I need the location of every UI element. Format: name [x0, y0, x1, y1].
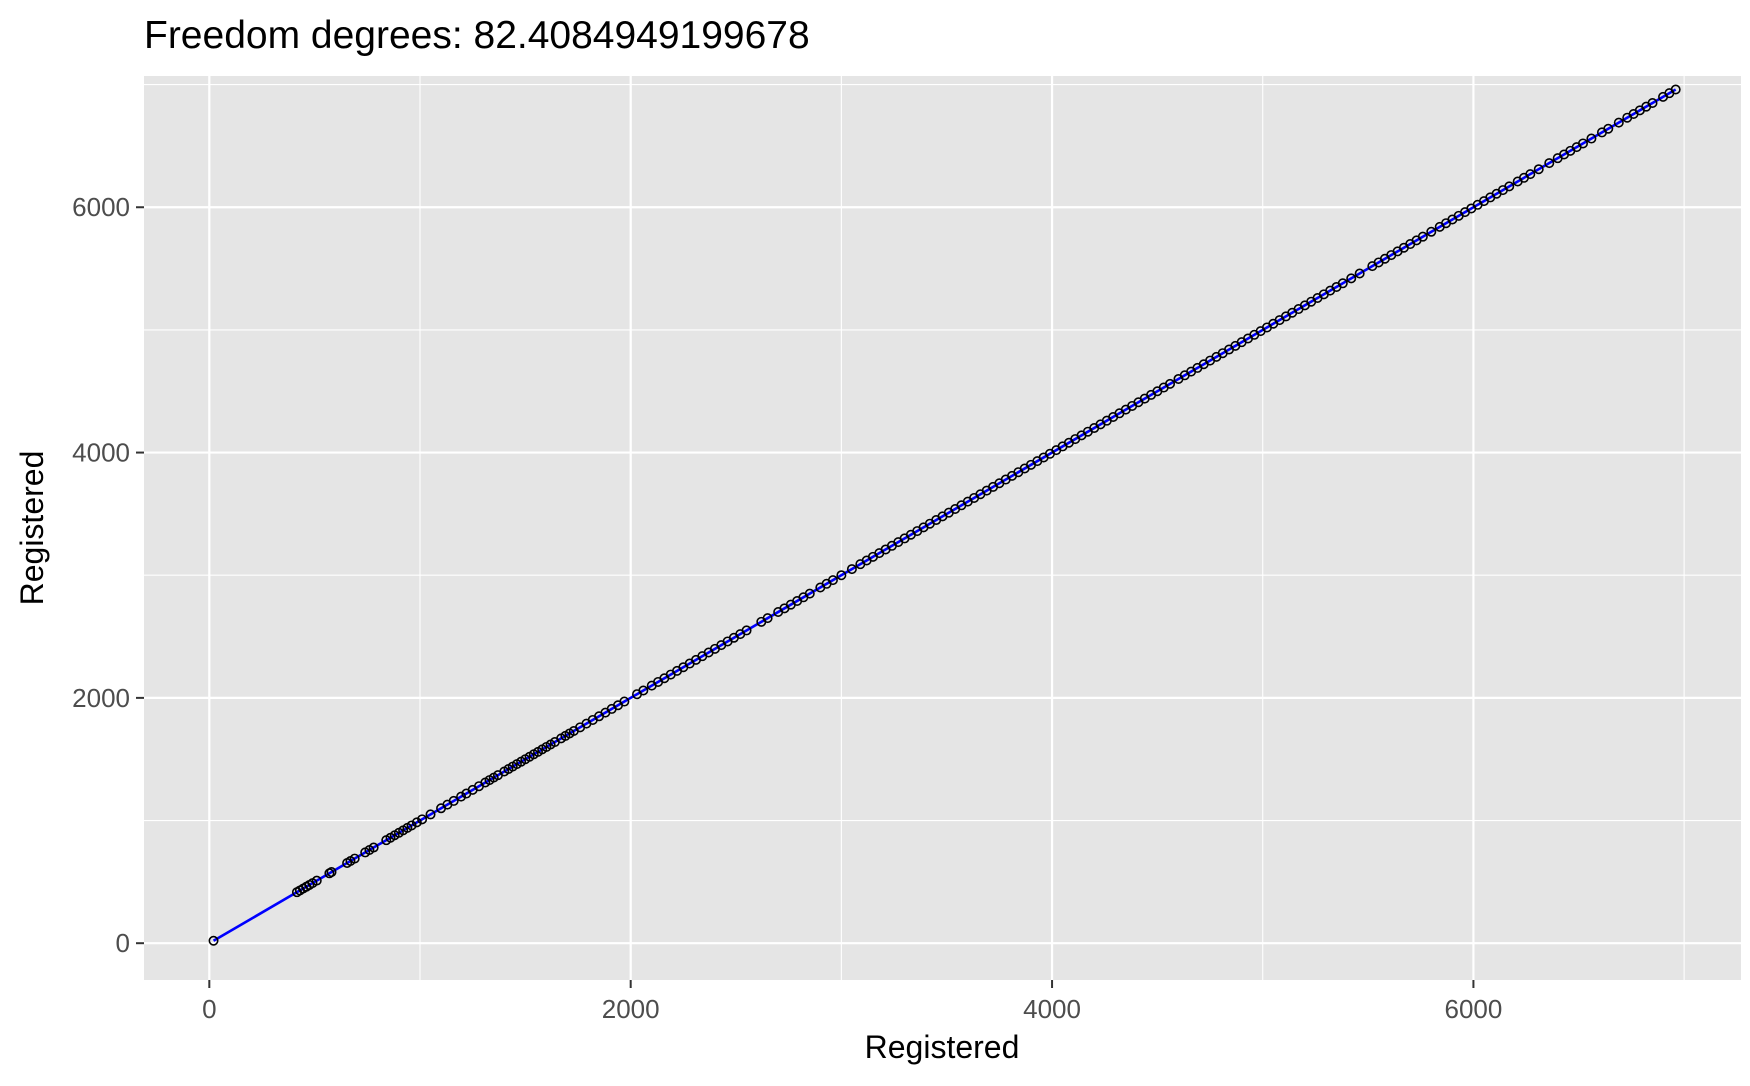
data-point [448, 795, 459, 806]
data-point [417, 814, 428, 825]
data-point [1544, 158, 1555, 169]
data-point [1603, 123, 1614, 134]
data-point [1586, 133, 1597, 144]
x-axis: 0 2000 4000 6000 [202, 980, 1502, 1024]
data-point [311, 875, 322, 886]
data-point [804, 588, 815, 599]
data-point [741, 625, 752, 636]
data-point [208, 935, 219, 946]
x-tick-label: 6000 [1445, 994, 1503, 1024]
data-point [836, 570, 847, 581]
data-point [456, 791, 467, 802]
y-tick-label: 4000 [72, 438, 130, 468]
data-point [349, 853, 360, 864]
data-point [638, 685, 649, 696]
fit-line [212, 88, 1677, 942]
data-point [1165, 378, 1176, 389]
data-point [1417, 231, 1428, 242]
y-tick-label: 2000 [72, 683, 130, 713]
x-axis-title: Registered [865, 1029, 1020, 1065]
data-point [1577, 138, 1588, 149]
data-point [1525, 169, 1536, 180]
data-point [1533, 164, 1544, 175]
data-point [1337, 278, 1348, 289]
data-point [827, 575, 838, 586]
plot-panel [144, 76, 1741, 980]
data-points-layer [208, 84, 1681, 946]
gridlines [144, 76, 1741, 980]
data-point [1426, 226, 1437, 237]
y-axis-title: Registered [14, 451, 50, 606]
data-point [411, 817, 422, 828]
x-tick-label: 0 [202, 994, 216, 1024]
data-point [1346, 273, 1357, 284]
data-point [1613, 117, 1624, 128]
y-tick-label: 0 [116, 928, 130, 958]
data-point [846, 564, 857, 575]
x-tick-label: 2000 [602, 994, 660, 1024]
data-point [1670, 84, 1681, 95]
data-point [406, 820, 417, 831]
chart-title: Freedom degrees: 82.4084949199678 [144, 14, 810, 57]
data-point [1504, 181, 1515, 192]
data-point [762, 613, 773, 624]
data-point [326, 867, 337, 878]
data-point [425, 809, 436, 820]
data-point [619, 696, 630, 707]
fit-line-layer [212, 88, 1677, 942]
x-tick-label: 4000 [1023, 994, 1081, 1024]
y-tick-label: 6000 [72, 192, 130, 222]
data-point [1647, 97, 1658, 108]
y-axis: 0 2000 4000 6000 [72, 192, 144, 958]
data-point [368, 842, 379, 853]
data-point [1354, 268, 1365, 279]
